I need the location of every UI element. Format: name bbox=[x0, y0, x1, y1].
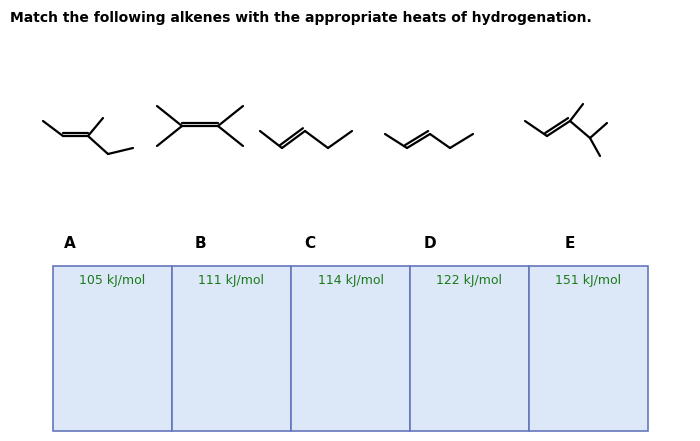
Text: Match the following alkenes with the appropriate heats of hydrogenation.: Match the following alkenes with the app… bbox=[10, 11, 591, 25]
Text: C: C bbox=[304, 236, 316, 251]
Text: E: E bbox=[565, 236, 575, 251]
FancyBboxPatch shape bbox=[53, 266, 172, 431]
FancyBboxPatch shape bbox=[410, 266, 529, 431]
Text: B: B bbox=[194, 236, 206, 251]
Text: 122 kJ/mol: 122 kJ/mol bbox=[437, 274, 503, 287]
FancyBboxPatch shape bbox=[172, 266, 291, 431]
Text: 111 kJ/mol: 111 kJ/mol bbox=[199, 274, 265, 287]
Text: A: A bbox=[64, 236, 76, 251]
Text: 105 kJ/mol: 105 kJ/mol bbox=[79, 274, 146, 287]
Text: D: D bbox=[424, 236, 436, 251]
Text: 114 kJ/mol: 114 kJ/mol bbox=[318, 274, 384, 287]
FancyBboxPatch shape bbox=[291, 266, 410, 431]
FancyBboxPatch shape bbox=[529, 266, 648, 431]
Text: 151 kJ/mol: 151 kJ/mol bbox=[555, 274, 622, 287]
